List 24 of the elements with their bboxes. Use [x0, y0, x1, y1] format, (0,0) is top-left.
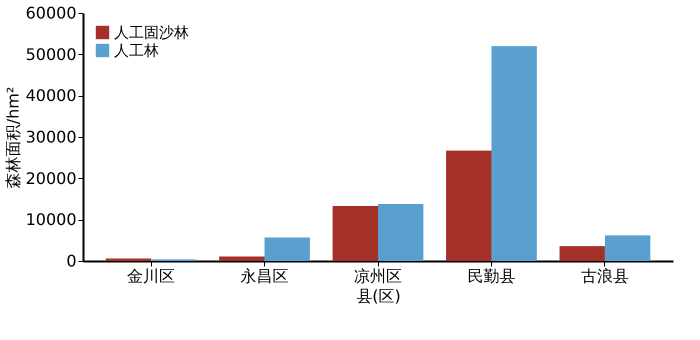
x-tick-label: 古浪县: [580, 266, 629, 286]
legend-label: 人工林: [114, 42, 159, 60]
x-axis-title: 县(区): [356, 286, 401, 306]
legend-label: 人工固沙林: [114, 24, 189, 42]
bar: [378, 204, 424, 261]
bar: [446, 150, 492, 261]
bar: [560, 246, 605, 261]
y-tick-label: 0: [66, 252, 76, 270]
x-tick-label: 金川区: [127, 266, 176, 286]
y-tick-label: 40000: [26, 86, 76, 106]
bar: [604, 235, 650, 261]
bar: [491, 46, 537, 261]
bar: [332, 206, 378, 261]
x-tick-label: 凉州区: [354, 266, 402, 286]
y-axis-title: 森林面积/hm²: [4, 86, 23, 188]
bar: [264, 237, 310, 261]
x-tick-label: 民勤县: [467, 266, 516, 286]
bar: [219, 256, 265, 261]
x-tick-label: 永昌区: [240, 266, 289, 286]
y-tick-label: 20000: [26, 168, 76, 188]
y-tick-label: 60000: [26, 4, 76, 22]
y-tick-label: 50000: [26, 44, 76, 64]
y-tick-label: 10000: [26, 210, 76, 230]
y-tick-label: 30000: [26, 128, 76, 146]
